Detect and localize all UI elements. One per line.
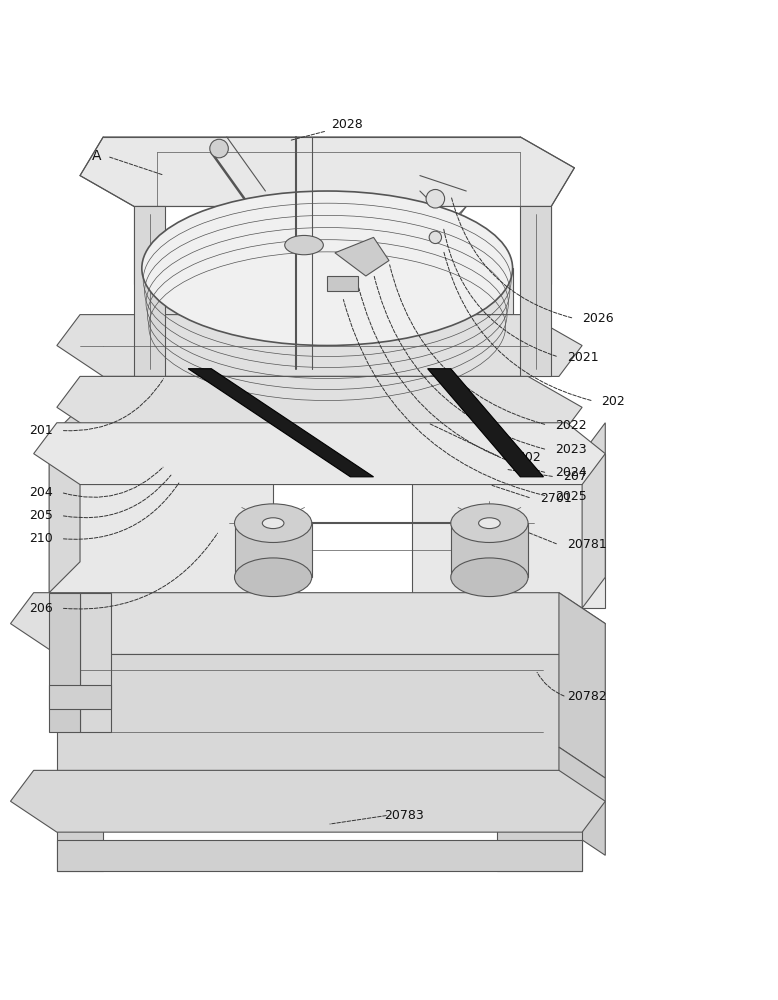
Polygon shape [80, 593, 111, 732]
Text: 2022: 2022 [555, 419, 587, 432]
Text: 204: 204 [30, 486, 53, 499]
Polygon shape [142, 268, 513, 361]
Text: 210: 210 [30, 532, 53, 545]
Text: 207: 207 [562, 470, 587, 483]
Ellipse shape [450, 558, 528, 597]
Polygon shape [80, 137, 574, 206]
Polygon shape [335, 237, 389, 276]
Polygon shape [520, 206, 552, 376]
Text: 2701: 2701 [540, 492, 571, 505]
Polygon shape [57, 794, 103, 871]
Text: 2026: 2026 [582, 312, 614, 325]
Text: 20782: 20782 [566, 690, 606, 703]
Text: 202: 202 [601, 395, 626, 408]
Text: 2021: 2021 [566, 351, 598, 364]
Polygon shape [33, 423, 605, 485]
Text: 205: 205 [29, 509, 53, 522]
Polygon shape [234, 523, 312, 577]
Polygon shape [428, 369, 544, 477]
Polygon shape [582, 423, 605, 608]
Text: 2024: 2024 [555, 466, 587, 479]
Polygon shape [57, 376, 582, 438]
Polygon shape [134, 206, 165, 376]
Text: 2025: 2025 [555, 490, 587, 503]
Polygon shape [49, 438, 273, 593]
Ellipse shape [450, 504, 528, 542]
Polygon shape [412, 454, 605, 608]
Text: 206: 206 [30, 602, 53, 615]
Polygon shape [188, 369, 373, 477]
Circle shape [426, 189, 444, 208]
Ellipse shape [262, 518, 284, 529]
Polygon shape [328, 276, 358, 291]
Text: 20783: 20783 [384, 809, 424, 822]
Polygon shape [57, 840, 582, 871]
Polygon shape [497, 794, 582, 871]
Polygon shape [10, 593, 605, 654]
Ellipse shape [234, 558, 312, 597]
Ellipse shape [142, 191, 513, 346]
Polygon shape [57, 654, 582, 794]
Text: 201: 201 [30, 424, 53, 437]
Ellipse shape [285, 235, 324, 255]
Circle shape [210, 139, 228, 158]
Circle shape [429, 231, 442, 244]
Polygon shape [559, 747, 605, 855]
Polygon shape [559, 593, 605, 778]
Text: 2702: 2702 [509, 451, 541, 464]
Polygon shape [10, 770, 605, 832]
Polygon shape [450, 523, 528, 577]
Polygon shape [49, 593, 80, 732]
Text: 2023: 2023 [555, 443, 587, 456]
Polygon shape [57, 315, 582, 376]
Text: 20781: 20781 [566, 538, 606, 551]
Ellipse shape [478, 518, 500, 529]
Text: A: A [92, 149, 101, 163]
Ellipse shape [234, 504, 312, 542]
Polygon shape [49, 685, 111, 709]
Ellipse shape [142, 284, 513, 438]
Polygon shape [49, 407, 80, 593]
Text: 2028: 2028 [331, 118, 363, 131]
